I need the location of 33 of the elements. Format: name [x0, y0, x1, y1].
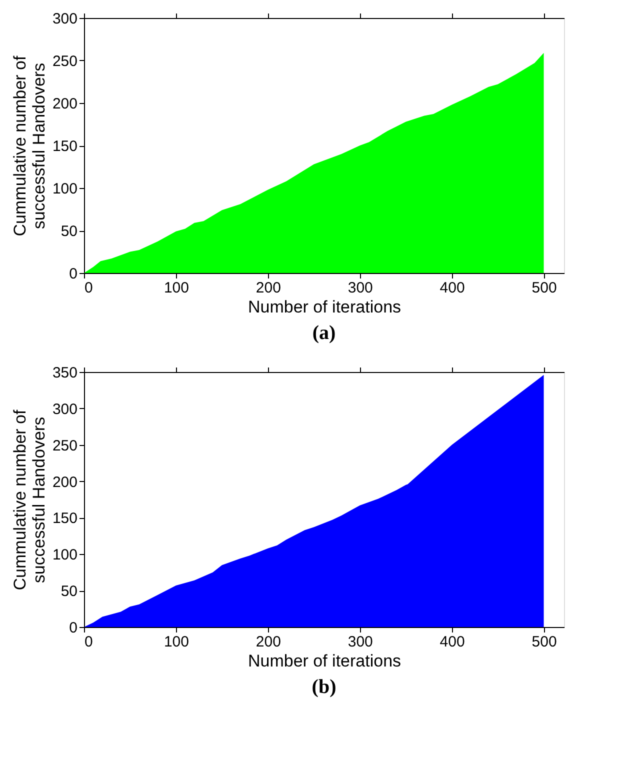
y-axis-title: Cummulative number of successful Handovers [10, 56, 48, 236]
y-tick-label: 150 [52, 510, 78, 528]
x-tick-label: 300 [348, 634, 373, 650]
x-tick-label: 200 [256, 634, 281, 650]
y-tick-label: 0 [69, 266, 78, 282]
y-tick-label: 250 [52, 437, 78, 454]
y-tick-label: 100 [52, 546, 78, 564]
text: (a) [312, 322, 336, 344]
y-tick-label: 200 [52, 474, 78, 491]
x-tick-label: 400 [440, 634, 465, 650]
x-tick-label: 200 [256, 280, 281, 296]
y-tick-label: 100 [52, 180, 78, 198]
x-tick-label: 400 [440, 280, 465, 296]
y-tick-label: 300 [52, 10, 78, 28]
y-tick-label: 0 [69, 620, 78, 636]
x-tick-label: 0 [84, 634, 93, 650]
text: (b) [312, 676, 336, 698]
x-tick-label: 500 [532, 280, 557, 296]
y-tick-label: 300 [52, 400, 78, 418]
y-tick-label: 150 [52, 138, 78, 155]
x-tick-label: 100 [164, 634, 189, 650]
x-axis-title: Number of iterations [248, 298, 402, 316]
y-tick-label: 50 [60, 583, 78, 600]
y-tick-label: 200 [52, 96, 78, 112]
x-tick-label: 0 [84, 280, 93, 296]
x-tick-label: 300 [348, 280, 373, 296]
x-axis-title: Number of iterations [248, 652, 402, 670]
y-tick-label: 50 [60, 223, 78, 240]
y-tick-label: 350 [52, 364, 78, 382]
y-axis-title: Cummulative number of successful Handovers [10, 410, 48, 590]
x-tick-label: 100 [164, 280, 189, 296]
y-tick-label: 250 [52, 53, 78, 70]
x-tick-label: 500 [532, 634, 557, 650]
